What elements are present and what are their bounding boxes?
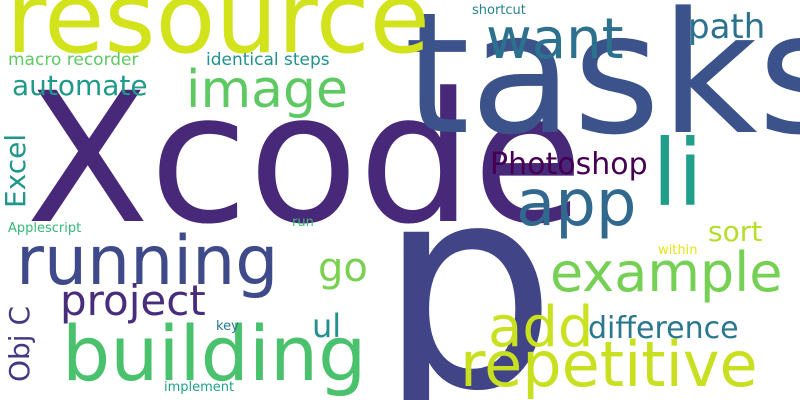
word-within: within: [658, 243, 698, 258]
word-running: running: [16, 222, 279, 301]
word-image: image: [186, 60, 348, 120]
word-shortcut: shortcut: [472, 3, 526, 18]
word-p: p: [378, 124, 558, 400]
word-obj-c: Obj C: [3, 305, 36, 382]
word-automate: automate: [12, 69, 148, 102]
word-key: key: [216, 319, 239, 334]
word-tasks: tasks: [404, 0, 800, 172]
word-app: app: [516, 167, 637, 241]
word-li: li: [652, 120, 704, 227]
word-want: want: [486, 7, 624, 72]
word-applescript: Applescript: [8, 221, 82, 236]
word-excel: Excel: [0, 133, 32, 208]
word-macro-recorder: macro recorder: [8, 50, 139, 70]
word-run: run: [292, 215, 314, 230]
word-go: go: [318, 245, 368, 291]
word-repetitive: repetitive: [460, 328, 758, 400]
word-project: project: [60, 276, 206, 325]
word-ul: ul: [312, 307, 342, 345]
word-photoshop: Photoshop: [490, 147, 648, 182]
word-building: building: [62, 309, 367, 398]
word-resource: resource: [6, 0, 430, 76]
word-implement: implement: [164, 380, 235, 395]
word-xcode: Xcode: [26, 55, 584, 264]
word-path: path: [688, 7, 766, 47]
word-example: example: [550, 241, 783, 304]
word-sort: sort: [708, 215, 763, 248]
word-add: add: [488, 295, 594, 360]
word-difference: difference: [588, 311, 739, 346]
word-identical-steps: identical steps: [206, 50, 330, 70]
